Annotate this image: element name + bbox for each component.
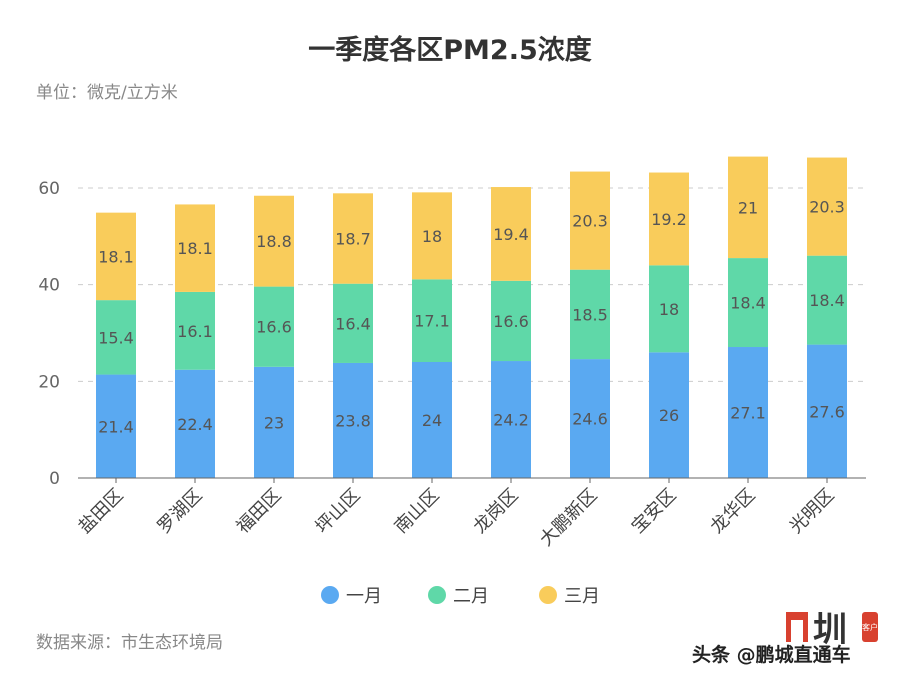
data-label: 18.7 [335,230,371,249]
data-label: 27.1 [730,404,766,423]
data-label: 18 [659,300,679,319]
bar-segment [491,361,531,478]
data-label: 24 [422,411,442,430]
data-label: 18.1 [177,239,213,258]
y-tick-label: 20 [38,372,60,392]
bar-segment [96,374,136,478]
data-label: 20.3 [809,198,845,217]
legend-label: 二月 [453,586,489,607]
bar-segment [807,344,847,478]
data-label: 26 [659,406,679,425]
data-label: 18 [422,227,442,246]
bar-segment [333,362,373,478]
x-tick-label: 南山区 [391,485,444,538]
legend-marker [321,586,339,604]
x-tick-label: 光明区 [786,485,839,538]
data-label: 24.6 [572,410,608,429]
data-label: 17.1 [414,312,450,331]
data-label: 21.4 [98,417,134,436]
bar-segment [175,291,215,370]
legend-marker [539,586,557,604]
data-label: 16.4 [335,314,371,333]
data-label: 18.4 [809,291,845,310]
y-tick-label: 0 [49,469,60,489]
bar-segment [96,300,136,375]
bar-segment [649,352,689,478]
data-label: 16.6 [493,312,529,331]
unit-label: 单位：微克/立方米 [36,83,178,103]
watermark-text: 头条 @鹏城直通车 [692,644,851,666]
data-label: 20.3 [572,212,608,231]
bar-segment [175,369,215,478]
data-label: 22.4 [177,415,213,434]
data-label: 16.6 [256,318,292,337]
bar-segment [491,187,531,281]
bar-segment [333,193,373,284]
x-tick-label: 坪山区 [312,485,365,538]
data-label: 18.8 [256,232,292,251]
data-label: 23 [264,413,284,432]
data-label: 16.1 [177,322,213,341]
data-label: 18.5 [572,305,608,324]
data-label: 15.4 [98,328,134,347]
bar-segment [649,265,689,353]
legend-marker [428,586,446,604]
bar-segment [412,279,452,362]
bar-segment [254,286,294,367]
source-note: 数据来源：市生态环境局 [36,633,223,653]
bar-segment [570,269,610,360]
bar-segment [254,366,294,478]
x-tick-label: 罗湖区 [154,485,207,538]
bar-segment [491,280,531,362]
legend-label: 三月 [564,586,600,607]
bar-segment [728,156,768,259]
bar-segment [412,192,452,280]
data-label: 21 [738,198,758,217]
bar-segment [728,347,768,478]
data-label: 18.1 [98,247,134,266]
logo-tag: 客户 [862,622,878,632]
chart-title: 一季度各区PM2.5浓度 [308,35,592,66]
data-label: 23.8 [335,411,371,430]
data-label: 19.2 [651,210,687,229]
legend-label: 一月 [346,586,382,607]
bar-segment [96,212,136,301]
bar-segment [807,157,847,256]
x-tick-label: 龙岗区 [470,485,523,538]
bar-segment [175,204,215,292]
bar-segment [333,283,373,363]
data-label: 19.4 [493,225,529,244]
logo-char: 圳 [813,610,847,648]
bar-segment [254,195,294,287]
x-tick-label: 福田区 [233,485,286,538]
data-label: 24.2 [493,411,529,430]
x-tick-label: 龙华区 [707,485,760,538]
bar-segment [807,255,847,345]
y-tick-label: 60 [38,179,60,199]
bar-segment [570,171,610,270]
bar-segment [728,258,768,348]
bar-segment [570,359,610,478]
watermark-logo: 圳 客户 [786,610,878,648]
bar-segment [649,172,689,266]
bar-segment [412,362,452,478]
y-tick-label: 40 [38,276,60,296]
x-tick-label: 宝安区 [628,485,681,538]
data-label: 27.6 [809,402,845,421]
data-label: 18.4 [730,294,766,313]
x-tick-label: 大鹏新区 [536,485,602,551]
x-tick-label: 盐田区 [75,485,128,538]
